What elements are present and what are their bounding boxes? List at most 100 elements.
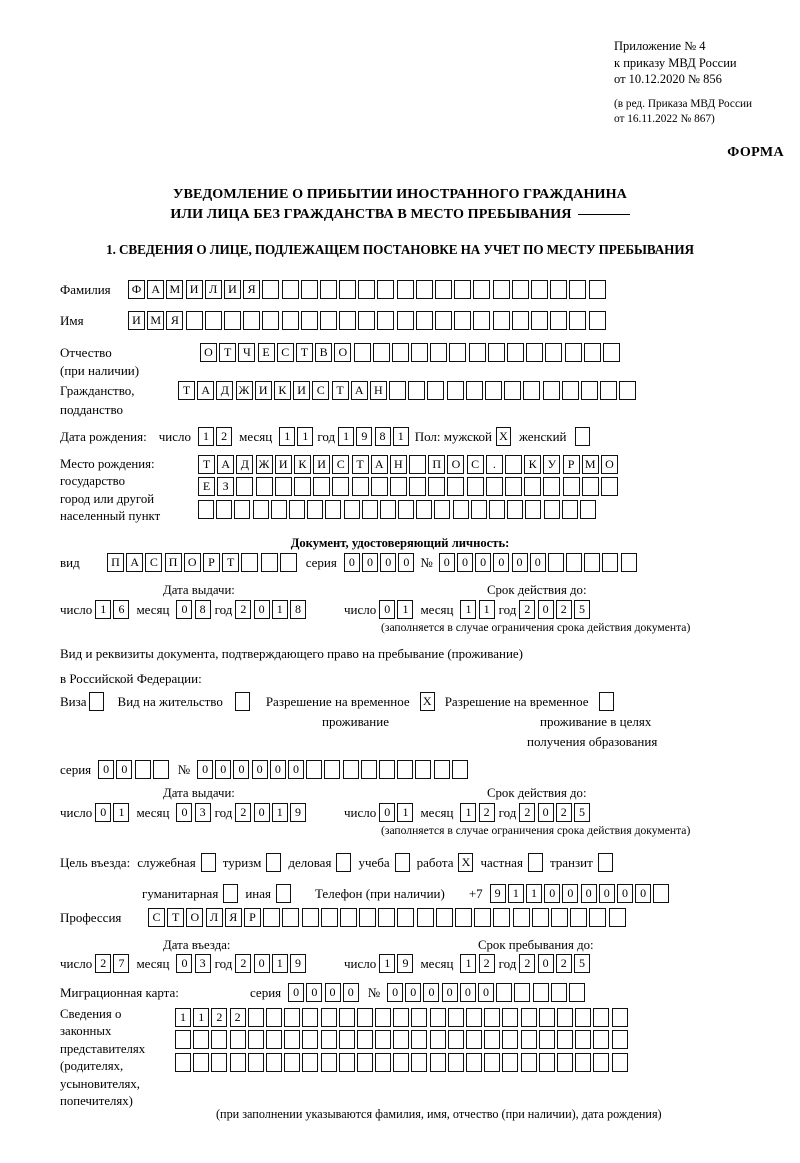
entry-purpose-option-checkbox[interactable] bbox=[527, 853, 543, 872]
char-cell[interactable] bbox=[520, 1052, 537, 1072]
sex-male-checkbox[interactable]: X bbox=[495, 427, 511, 446]
char-cell[interactable] bbox=[411, 1008, 428, 1027]
char-cell[interactable] bbox=[397, 908, 415, 927]
char-cell[interactable] bbox=[396, 280, 414, 299]
char-cell[interactable] bbox=[393, 1052, 410, 1072]
char-cell[interactable] bbox=[265, 1030, 282, 1050]
char-cell[interactable] bbox=[185, 311, 203, 330]
char-cell[interactable]: 0 bbox=[529, 553, 546, 572]
char-cell[interactable]: П bbox=[428, 455, 446, 474]
char-cell[interactable] bbox=[492, 280, 510, 299]
char-cell[interactable]: Т bbox=[222, 553, 240, 572]
char-cell[interactable] bbox=[485, 477, 503, 497]
char-cell[interactable]: Ч bbox=[238, 343, 256, 362]
char-cell[interactable] bbox=[543, 499, 560, 519]
char-cell[interactable]: 0 bbox=[324, 983, 341, 1002]
char-cell[interactable]: 1 bbox=[175, 1008, 191, 1027]
char-cell[interactable]: Д bbox=[216, 381, 234, 400]
char-cell[interactable] bbox=[351, 477, 369, 497]
char-cell[interactable]: 0 bbox=[511, 553, 528, 572]
char-cell[interactable]: 1 bbox=[379, 954, 396, 973]
legal-reps-row-2[interactable] bbox=[175, 1030, 628, 1050]
char-cell[interactable] bbox=[602, 343, 620, 362]
char-cell[interactable] bbox=[593, 1052, 610, 1072]
char-cell[interactable] bbox=[484, 1052, 501, 1072]
char-cell[interactable] bbox=[451, 760, 468, 779]
char-cell[interactable]: 0 bbox=[537, 803, 554, 822]
char-cell[interactable] bbox=[415, 760, 432, 779]
char-cell[interactable]: И bbox=[185, 280, 203, 299]
char-cell[interactable]: Ж bbox=[235, 381, 253, 400]
char-cell[interactable]: Т bbox=[351, 455, 369, 474]
char-cell[interactable] bbox=[260, 553, 278, 572]
char-cell[interactable]: 0 bbox=[478, 983, 495, 1002]
char-cell[interactable]: Ф bbox=[128, 280, 145, 299]
char-cell[interactable] bbox=[545, 343, 563, 362]
char-cell[interactable] bbox=[302, 1052, 319, 1072]
char-cell[interactable]: 0 bbox=[288, 983, 305, 1002]
char-cell[interactable]: 3 bbox=[194, 803, 211, 822]
char-cell[interactable] bbox=[379, 499, 396, 519]
char-cell[interactable] bbox=[356, 1030, 373, 1050]
char-cell[interactable] bbox=[396, 311, 414, 330]
char-cell[interactable] bbox=[556, 1030, 573, 1050]
char-cell[interactable]: 0 bbox=[176, 954, 193, 973]
char-cell[interactable] bbox=[566, 553, 583, 572]
char-cell[interactable]: М bbox=[581, 455, 599, 474]
char-cell[interactable] bbox=[465, 381, 483, 400]
char-cell[interactable] bbox=[175, 1052, 191, 1072]
char-cell[interactable] bbox=[293, 477, 311, 497]
char-cell[interactable]: И bbox=[293, 381, 311, 400]
char-cell[interactable] bbox=[211, 1030, 228, 1050]
char-cell[interactable] bbox=[593, 1030, 610, 1050]
char-cell[interactable] bbox=[561, 499, 578, 519]
char-cell[interactable] bbox=[588, 311, 606, 330]
char-cell[interactable]: А bbox=[197, 381, 215, 400]
char-cell[interactable]: 2 bbox=[555, 954, 572, 973]
char-cell[interactable]: 1 bbox=[397, 803, 414, 822]
char-cell[interactable]: О bbox=[183, 553, 201, 572]
char-cell[interactable]: 0 bbox=[215, 760, 232, 779]
char-cell[interactable] bbox=[306, 760, 323, 779]
char-cell[interactable] bbox=[581, 477, 599, 497]
char-cell[interactable] bbox=[579, 499, 596, 519]
char-cell[interactable]: 1 bbox=[95, 600, 112, 619]
char-cell[interactable] bbox=[446, 381, 464, 400]
char-cell[interactable] bbox=[411, 343, 429, 362]
char-cell[interactable]: 1 bbox=[338, 427, 355, 446]
char-cell[interactable]: С bbox=[148, 908, 165, 927]
char-cell[interactable]: 8 bbox=[194, 600, 211, 619]
char-cell[interactable]: 0 bbox=[380, 553, 397, 572]
char-cell[interactable]: 0 bbox=[269, 760, 286, 779]
char-cell[interactable] bbox=[468, 343, 486, 362]
char-cell[interactable]: 0 bbox=[423, 983, 440, 1002]
char-cell[interactable]: 1 bbox=[271, 803, 288, 822]
legal-reps-row-3[interactable] bbox=[175, 1052, 628, 1072]
char-cell[interactable] bbox=[193, 1030, 210, 1050]
char-cell[interactable]: 1 bbox=[392, 427, 409, 446]
char-cell[interactable]: 0 bbox=[116, 760, 133, 779]
char-cell[interactable] bbox=[288, 499, 305, 519]
char-cell[interactable]: 0 bbox=[438, 553, 455, 572]
char-cell[interactable]: М bbox=[166, 280, 184, 299]
char-cell[interactable]: 0 bbox=[459, 983, 476, 1002]
char-cell[interactable] bbox=[300, 311, 318, 330]
char-cell[interactable] bbox=[484, 1030, 501, 1050]
char-cell[interactable]: 2 bbox=[519, 954, 536, 973]
char-cell[interactable] bbox=[493, 908, 511, 927]
char-cell[interactable] bbox=[393, 1030, 410, 1050]
char-cell[interactable]: 0 bbox=[288, 760, 305, 779]
char-cell[interactable]: 2 bbox=[555, 600, 572, 619]
char-cell[interactable]: 0 bbox=[616, 884, 633, 903]
char-cell[interactable]: 0 bbox=[95, 803, 112, 822]
char-cell[interactable] bbox=[575, 1052, 592, 1072]
